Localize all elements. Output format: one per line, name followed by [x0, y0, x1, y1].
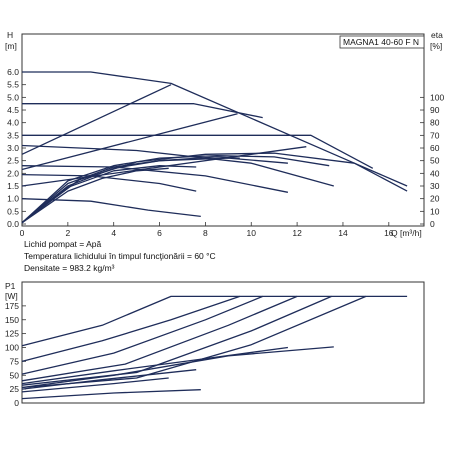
efficiency-tick-label: 70 — [430, 130, 440, 140]
power-tick-label: 25 — [10, 384, 20, 394]
head-curve — [22, 103, 263, 119]
efficiency-tick-label: 40 — [430, 168, 440, 178]
top-plot-frame — [21, 33, 425, 227]
head-curve — [21, 154, 330, 224]
flow-tick-label: 8 — [203, 228, 208, 238]
bottom-plot-frame — [21, 281, 425, 404]
power-tick-label: 0 — [14, 398, 19, 408]
head-curve — [21, 167, 169, 224]
power-curve — [21, 295, 408, 347]
power-curve — [21, 389, 201, 400]
power-curve — [21, 346, 334, 389]
head-tick-label: 4.0 — [7, 118, 19, 128]
head-tick-label: 4.5 — [7, 105, 19, 115]
efficiency-axis-unit: [%] — [430, 41, 442, 51]
power-curve — [21, 295, 241, 363]
efficiency-axis-symbol: eta — [431, 30, 443, 40]
power-tick-label: 175 — [5, 301, 19, 311]
flow-tick-label: 0 — [20, 228, 25, 238]
power-axis-unit: [W] — [5, 291, 18, 301]
power-tick-label: 150 — [5, 315, 19, 325]
head-tick-label: 3.5 — [7, 130, 19, 140]
head-tick-label: 0.0 — [7, 219, 19, 229]
power-tick-label: 75 — [10, 356, 20, 366]
head-curve — [22, 71, 408, 187]
head-tick-label: 3.0 — [7, 143, 19, 153]
head-tick-label: 5.5 — [7, 80, 19, 90]
power-curve — [21, 346, 288, 385]
power-curve — [21, 295, 367, 389]
head-curve — [21, 165, 289, 193]
power-tick-label: 100 — [5, 343, 19, 353]
condition-temperature: Temperatura lichidului în timpul funcţio… — [24, 251, 216, 261]
flow-tick-label: 4 — [111, 228, 116, 238]
head-tick-label: 1.0 — [7, 194, 19, 204]
head-curve — [21, 152, 408, 224]
efficiency-tick-label: 10 — [430, 206, 440, 216]
head-flow-chart: H [m] eta [%] MAGNA1 40-60 F N 0.0 0.5 1.0… — [5, 30, 444, 238]
condition-density: Densitate = 983.2 kg/m³ — [24, 263, 115, 273]
head-axis-unit: [m] — [5, 41, 17, 51]
head-curve — [21, 165, 197, 224]
head-curve — [21, 198, 201, 218]
power-curve — [21, 377, 169, 393]
efficiency-tick-label: 80 — [430, 118, 440, 128]
efficiency-tick-label: 50 — [430, 156, 440, 166]
head-tick-label: 2.5 — [7, 156, 19, 166]
test-conditions: Lichid pompat = Apă Temperatura lichidul… — [24, 239, 216, 273]
condition-fluid: Lichid pompat = Apă — [24, 239, 102, 249]
head-curve — [21, 173, 197, 192]
model-label-box — [339, 35, 425, 49]
head-tick-label: 6.0 — [7, 67, 19, 77]
head-curve — [21, 113, 238, 171]
power-curve — [21, 295, 332, 386]
efficiency-tick-label: 100 — [430, 92, 444, 102]
head-tick-label: 1.5 — [7, 181, 19, 191]
model-label: MAGNA1 40-60 F N — [343, 37, 419, 47]
power-flow-chart: P1 [W] 0 25 50 75 100 125 150 175 — [5, 281, 425, 408]
flow-tick-label: 2 — [65, 228, 70, 238]
head-tick-label: 5.0 — [7, 92, 19, 102]
efficiency-tick-label: 60 — [430, 143, 440, 153]
power-tick-label: 50 — [10, 370, 20, 380]
head-tick-label: 0.5 — [7, 206, 19, 216]
power-axis-symbol: P1 — [5, 281, 16, 291]
efficiency-tick-label: 0 — [430, 219, 435, 229]
power-curve — [21, 295, 298, 382]
head-curve — [22, 134, 374, 169]
flow-tick-label: 16 — [384, 228, 394, 238]
head-axis-symbol: H — [7, 30, 13, 40]
head-curve — [21, 156, 240, 224]
power-curve — [21, 369, 197, 390]
head-curve — [21, 84, 172, 155]
flow-tick-label: 12 — [292, 228, 302, 238]
flow-tick-label: 10 — [247, 228, 257, 238]
efficiency-tick-label: 20 — [430, 194, 440, 204]
power-curve — [21, 295, 263, 375]
flow-axis-symbol-unit: Q [m³/h] — [391, 228, 422, 238]
head-tick-label: 2.0 — [7, 168, 19, 178]
efficiency-tick-label: 30 — [430, 181, 440, 191]
efficiency-tick-label: 90 — [430, 105, 440, 115]
power-tick-label: 125 — [5, 329, 19, 339]
flow-tick-label: 14 — [338, 228, 348, 238]
flow-tick-label: 6 — [157, 228, 162, 238]
